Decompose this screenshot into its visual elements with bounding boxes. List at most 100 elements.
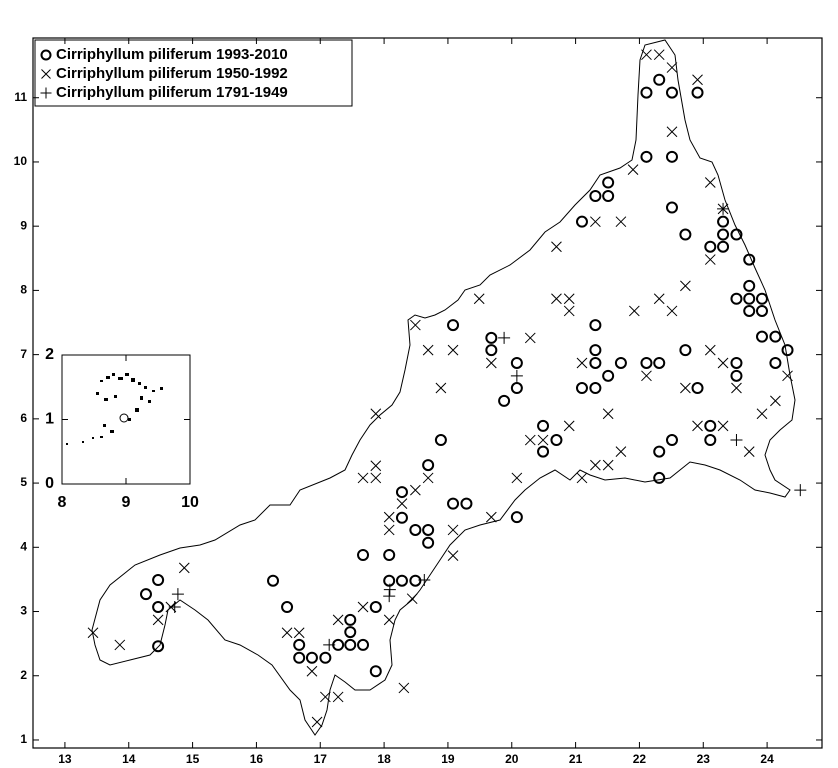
point-circle bbox=[769, 356, 782, 369]
point-cross bbox=[485, 511, 497, 523]
point-circle bbox=[704, 419, 717, 432]
x-tick-label: 13 bbox=[58, 752, 72, 766]
point-cross bbox=[293, 627, 305, 639]
x-tick-label: 16 bbox=[250, 752, 264, 766]
point-cross bbox=[756, 408, 768, 420]
point-cross bbox=[383, 614, 395, 626]
point-cross bbox=[410, 319, 421, 331]
plot-frame bbox=[32, 37, 823, 749]
point-circle bbox=[422, 459, 435, 472]
point-cross bbox=[782, 370, 793, 382]
x-tick-label: 17 bbox=[314, 752, 328, 766]
point-circle bbox=[447, 497, 460, 510]
point-circle bbox=[575, 215, 588, 228]
point-circle bbox=[575, 382, 588, 395]
point-circle bbox=[409, 574, 422, 587]
point-circle bbox=[139, 588, 152, 601]
point-cross bbox=[311, 716, 323, 728]
point-cross bbox=[524, 332, 536, 344]
point-circle bbox=[589, 344, 602, 357]
point-cross bbox=[370, 472, 382, 484]
y-tick-label: 1 bbox=[45, 411, 54, 428]
point-circle bbox=[409, 523, 422, 536]
point-cross bbox=[396, 498, 408, 509]
legend-label: Cirriphyllum piliferum 1791-1949 bbox=[56, 84, 288, 101]
point-circle bbox=[152, 574, 165, 587]
point-cross bbox=[653, 49, 665, 61]
point-circle bbox=[602, 189, 615, 202]
point-circle bbox=[665, 150, 678, 163]
point-circle bbox=[743, 279, 756, 292]
point-cross bbox=[537, 434, 549, 446]
point-cross bbox=[590, 216, 601, 228]
point-circle bbox=[602, 369, 615, 382]
point-circle bbox=[460, 497, 473, 510]
point-plus bbox=[171, 588, 184, 601]
point-circle bbox=[537, 445, 550, 458]
point-circle bbox=[755, 304, 768, 317]
point-cross bbox=[563, 420, 575, 432]
point-circle bbox=[152, 640, 165, 653]
point-cross bbox=[422, 344, 434, 356]
point-cross bbox=[563, 305, 575, 317]
point-circle bbox=[369, 601, 382, 614]
point-circle bbox=[447, 319, 460, 332]
point-plus bbox=[498, 331, 511, 344]
point-cross bbox=[680, 382, 691, 394]
point-circle bbox=[665, 201, 678, 214]
point-cross bbox=[511, 472, 523, 484]
point-circle bbox=[653, 471, 666, 484]
point-circle bbox=[537, 419, 550, 432]
point-cross bbox=[692, 420, 703, 432]
point-circle bbox=[755, 330, 768, 343]
y-tick-label: 10 bbox=[14, 154, 28, 168]
point-circle bbox=[422, 523, 435, 536]
point-circle bbox=[293, 638, 306, 651]
point-plus bbox=[383, 590, 396, 603]
point-circle bbox=[344, 626, 357, 639]
point-circle bbox=[653, 356, 666, 369]
x-tick-label: 20 bbox=[505, 752, 519, 766]
point-cross bbox=[370, 460, 382, 472]
legend-label: Cirriphyllum piliferum 1993-2010 bbox=[56, 46, 288, 63]
point-cross bbox=[641, 370, 652, 382]
point-cross bbox=[731, 382, 742, 394]
point-cross bbox=[524, 434, 536, 446]
point-circle bbox=[691, 86, 704, 99]
point-circle bbox=[319, 651, 332, 664]
point-circle bbox=[769, 330, 782, 343]
point-circle bbox=[640, 86, 653, 99]
point-circle bbox=[691, 382, 704, 395]
point-circle bbox=[305, 651, 318, 664]
y-tick-label: 0 bbox=[45, 475, 54, 492]
point-circle bbox=[755, 292, 768, 305]
point-circle bbox=[510, 511, 523, 524]
y-tick-label: 2 bbox=[45, 346, 54, 363]
point-circle bbox=[357, 638, 370, 651]
y-tick-label: 2 bbox=[20, 668, 27, 682]
x-tick-label: 15 bbox=[186, 752, 200, 766]
point-plus bbox=[794, 484, 807, 497]
point-circle bbox=[679, 228, 692, 241]
x-tick-label: 23 bbox=[697, 752, 711, 766]
point-circle bbox=[679, 344, 692, 357]
point-cross bbox=[447, 344, 459, 356]
point-circle bbox=[383, 574, 396, 587]
y-tick-label: 8 bbox=[20, 283, 27, 297]
point-plus bbox=[323, 638, 336, 651]
legend-marker bbox=[41, 69, 51, 79]
point-cross bbox=[563, 293, 575, 305]
point-cross bbox=[178, 562, 190, 574]
point-circle bbox=[717, 215, 730, 228]
inset-island-ring bbox=[119, 413, 129, 423]
point-plus bbox=[717, 202, 730, 215]
legend-label: Cirriphyllum piliferum 1950-1992 bbox=[56, 65, 288, 82]
point-cross bbox=[422, 472, 434, 484]
point-cross bbox=[653, 293, 665, 305]
point-cross bbox=[87, 627, 99, 639]
point-cross bbox=[435, 382, 447, 394]
legend-marker bbox=[40, 49, 52, 61]
point-cross bbox=[357, 472, 369, 484]
point-circle bbox=[602, 176, 615, 189]
point-cross bbox=[666, 62, 678, 73]
